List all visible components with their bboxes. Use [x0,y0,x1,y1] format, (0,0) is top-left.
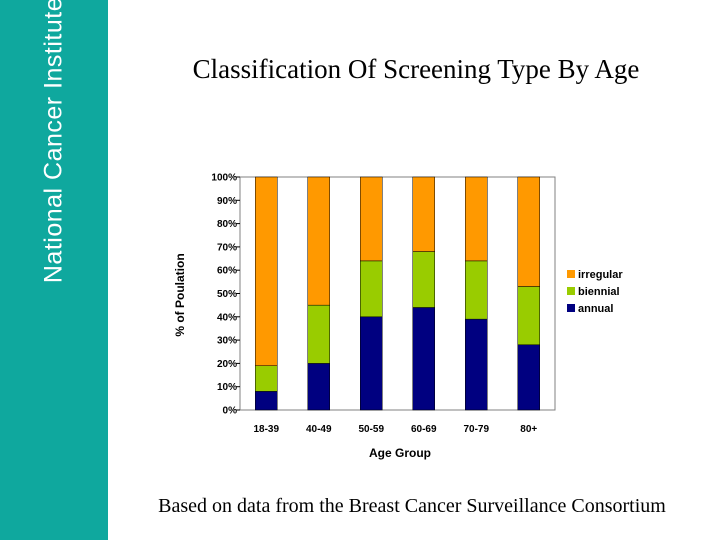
x-tick-label: 60-69 [411,424,437,435]
y-tick-label: 60% [217,266,237,277]
slide-title: Classification Of Screening Type By Age [192,54,640,84]
bar-annual [517,344,540,411]
bar-annual [360,316,383,411]
y-tick-label: 40% [217,312,237,323]
bar-irregular [412,176,435,252]
x-tick-label: 40-49 [306,424,332,435]
bar-irregular [517,176,540,287]
bar-annual [307,363,330,411]
y-axis-ticks: 0% 10% 20% 30% 40% 50% 60% 70% 80% 90% 100% [211,173,240,417]
bar-biennial [360,260,383,318]
y-tick-label: 10% [217,382,237,393]
y-tick-label: 20% [217,359,237,370]
x-tick-label: 70-79 [463,424,489,435]
y-tick-label: 30% [217,336,237,347]
y-tick-label: 80% [217,219,237,230]
y-tick-label: 50% [217,289,237,300]
plot-frame [239,176,556,411]
bar-biennial [465,260,488,320]
bar-biennial [307,304,330,364]
x-axis-ticks: 18-39 40-49 50-59 60-69 70-79 80+ [253,424,537,435]
y-tick-label: 70% [217,242,237,253]
bar-annual [465,318,488,411]
bar-irregular [360,176,383,262]
legend: irregular biennial annual [567,269,623,315]
y-axis-title: % of Poulation [173,253,187,336]
x-axis-title: Age Group [369,446,431,460]
x-tick-label: 50-59 [358,424,384,435]
y-tick-label: 90% [217,196,237,207]
bar-irregular [465,176,488,262]
legend-label-annual: annual [578,303,613,315]
legend-swatch-biennial [567,287,575,295]
legend-swatch-irregular [567,270,575,278]
y-tick-label: 100% [211,173,237,184]
x-tick-label: 80+ [520,424,537,435]
bar-irregular [307,176,330,306]
brand-logo-text: National Cancer Institute [39,0,68,284]
bar-annual [255,391,278,411]
bar-biennial [412,251,435,308]
bar-irregular [255,176,278,366]
stacked-bar-chart: 0% 10% 20% 30% 40% 50% 60% 70% 80% 90% 100% 18-39 4… [173,173,623,461]
bar-biennial [255,365,278,392]
bar-biennial [517,286,540,346]
legend-label-biennial: biennial [578,286,620,298]
sidebar-band: National Cancer Institute [0,0,108,540]
plot-area [239,176,556,411]
x-tick-label: 18-39 [253,424,279,435]
y-tick-label: 0% [223,406,238,417]
legend-swatch-annual [567,304,575,312]
legend-label-irregular: irregular [578,269,623,281]
slide-footer: Based on data from the Breast Cancer Sur… [158,495,666,517]
bar-annual [412,307,435,411]
